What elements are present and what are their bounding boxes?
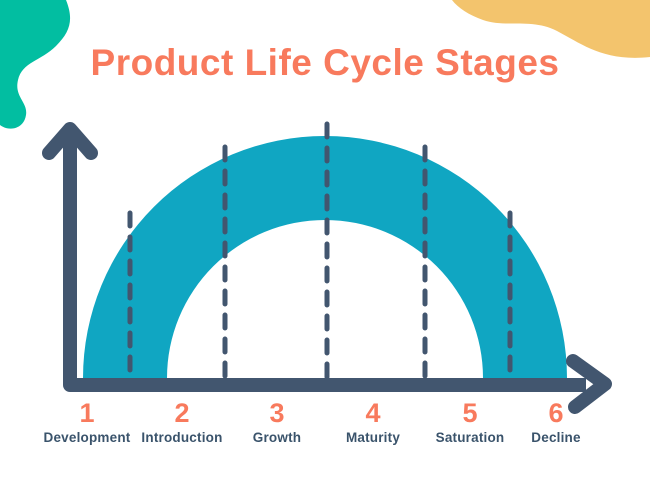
stage-number: 1 <box>79 398 95 428</box>
stage-label: Decline <box>531 430 581 445</box>
stage-number: 5 <box>462 398 478 428</box>
stage-item-decline: 6 Decline <box>496 399 616 445</box>
stage-label: Development <box>43 430 131 445</box>
page-title: Product Life Cycle Stages <box>90 42 560 83</box>
xy-axes <box>63 133 586 392</box>
stage-number: 4 <box>365 398 381 428</box>
stage-label: Saturation <box>435 430 505 445</box>
teal-blob-decoration <box>0 0 71 129</box>
stage-number: 6 <box>548 398 564 428</box>
up-arrowhead-icon <box>42 122 98 160</box>
stage-item-development: 1 Development <box>27 399 147 445</box>
stage-number: 3 <box>269 398 285 428</box>
yellow-blob-decoration <box>452 0 650 58</box>
stage-label: Introduction <box>141 430 223 445</box>
stage-label: Maturity <box>345 430 401 445</box>
right-arrowhead-icon <box>566 354 612 414</box>
stage-number: 2 <box>174 398 190 428</box>
life-cycle-arc <box>83 136 567 378</box>
stage-item-growth: 3 Growth <box>217 399 337 445</box>
stage-label: Growth <box>252 430 302 445</box>
stage-item-maturity: 4 Maturity <box>313 399 433 445</box>
stage-item-saturation: 5 Saturation <box>410 399 530 445</box>
stage-item-introduction: 2 Introduction <box>122 399 242 445</box>
